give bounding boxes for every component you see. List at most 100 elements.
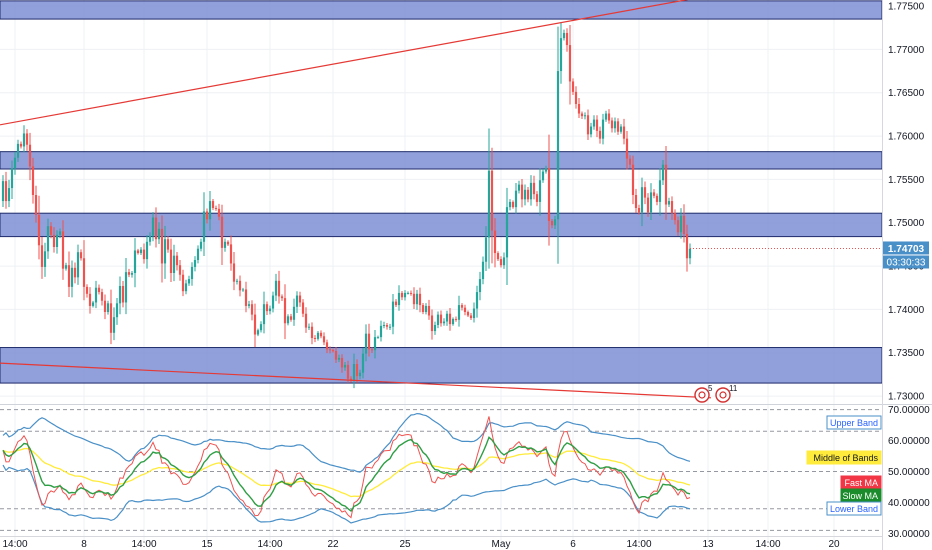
- candle-body: [244, 289, 248, 306]
- candle-body: [598, 130, 602, 139]
- candle-body: [184, 283, 188, 292]
- candle-body: [373, 337, 377, 351]
- candle-body: [523, 189, 527, 200]
- candle-body: [634, 195, 638, 208]
- candle-body: [562, 32, 566, 39]
- candle-body: [253, 314, 257, 335]
- candle-body: [541, 171, 545, 181]
- candle-body: [346, 364, 350, 379]
- candle-body: [520, 184, 524, 200]
- candle-body: [91, 302, 95, 306]
- candle-body: [475, 292, 479, 309]
- candle-body: [256, 330, 260, 335]
- candle-body: [385, 325, 389, 327]
- candle-body: [517, 184, 521, 191]
- candle-body: [457, 305, 461, 320]
- oscillator-tick-label: 30.00000: [888, 529, 930, 540]
- candle-body: [13, 157, 17, 169]
- candle-body: [667, 201, 671, 205]
- candle-body: [460, 305, 464, 308]
- candle-body: [625, 138, 629, 159]
- candle-body: [658, 180, 662, 202]
- candle-body: [391, 301, 395, 327]
- event-count: 11: [729, 384, 738, 393]
- candle-body: [7, 188, 11, 202]
- slow-ma-line: [2, 436, 691, 513]
- countdown-badge: [883, 255, 929, 269]
- candle-body: [76, 252, 80, 278]
- candle-body: [226, 241, 230, 245]
- candle-body: [529, 182, 533, 200]
- candle-body: [265, 304, 269, 312]
- candle-body: [247, 304, 251, 306]
- candle-body: [448, 313, 452, 325]
- candle-body: [343, 364, 347, 368]
- last-price-badge: [883, 241, 929, 255]
- x-tick-label: 6: [570, 539, 576, 550]
- candle-body: [148, 235, 152, 242]
- candle-body: [295, 295, 299, 307]
- candle-body: [553, 219, 557, 226]
- price-tick-label: 1.75000: [888, 218, 925, 229]
- candle-body: [124, 272, 128, 303]
- candle-body: [556, 71, 560, 220]
- candle-body: [298, 295, 302, 303]
- candle-body: [655, 195, 659, 202]
- candle-body: [631, 164, 635, 195]
- candle-body: [469, 315, 473, 319]
- x-tick-label: 20: [828, 539, 840, 550]
- candle-body: [169, 249, 173, 273]
- trendline: [0, 362, 712, 399]
- flag-icon-inner: [719, 391, 727, 399]
- candle-body: [304, 313, 308, 328]
- candle-body: [187, 279, 191, 284]
- candle-body: [130, 273, 134, 275]
- candle-body: [322, 336, 326, 343]
- x-tick-label: 14:00: [2, 539, 27, 550]
- indicator-label: Lower Band: [830, 504, 878, 514]
- candle-body: [229, 244, 233, 264]
- x-tick-label: 15: [201, 539, 213, 550]
- candle-body: [433, 325, 437, 332]
- candle-body: [208, 201, 212, 220]
- fast-ma-line: [2, 416, 691, 519]
- candle-body: [439, 314, 443, 324]
- candle-body: [49, 226, 53, 235]
- oscillator-tick-label: 70.00000: [888, 405, 930, 416]
- candle-body: [70, 267, 74, 287]
- candle-body: [547, 168, 551, 221]
- candle-body: [688, 248, 692, 259]
- candle-body: [535, 194, 539, 202]
- candle-body: [508, 201, 512, 208]
- candle-body: [493, 230, 497, 254]
- candle-body: [400, 292, 404, 298]
- countdown-text: 03:30:33: [887, 257, 926, 268]
- candle-body: [592, 119, 596, 127]
- candle-body: [361, 353, 365, 373]
- candle-body: [595, 119, 599, 131]
- candle-body: [484, 237, 488, 262]
- x-tick-label: 8: [81, 539, 87, 550]
- candle-body: [142, 249, 146, 260]
- candle-body: [442, 321, 446, 324]
- candle-body: [292, 306, 296, 320]
- candle-body: [421, 305, 425, 312]
- candle-body: [409, 292, 413, 294]
- candle-body: [643, 187, 647, 198]
- candle-body: [424, 305, 428, 312]
- candle-body: [499, 259, 503, 266]
- candle-body: [331, 350, 335, 352]
- candle-body: [274, 280, 278, 296]
- candle-body: [205, 211, 209, 220]
- candle-body: [22, 133, 26, 147]
- candle-body: [394, 301, 398, 306]
- candle-body: [334, 351, 338, 360]
- candle-body: [370, 349, 374, 351]
- candle-body: [568, 45, 572, 82]
- zone-band: [0, 151, 883, 170]
- candle-body: [286, 316, 290, 324]
- candle-body: [133, 250, 137, 273]
